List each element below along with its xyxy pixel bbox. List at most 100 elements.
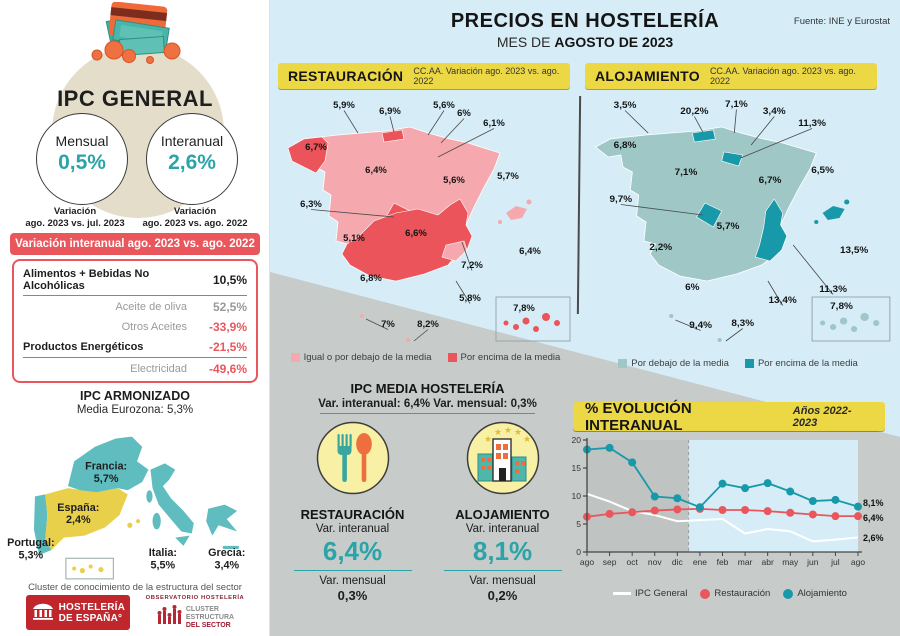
- ipc-yearly-caption: Variación ago. 2023 vs. ago. 2022: [142, 206, 248, 229]
- y-tick-label: 15: [572, 463, 582, 473]
- ipc-yearly-value: 2,6%: [168, 151, 216, 174]
- country-label: Italia:: [149, 547, 177, 559]
- ipc-yearly-circle: Interanual 2,6%: [146, 113, 238, 205]
- row-label: Electricidad: [130, 363, 187, 376]
- label-pointer-line: [740, 128, 813, 159]
- region-above-average: [754, 198, 788, 262]
- data-point: [808, 510, 817, 519]
- month-label: abr: [762, 557, 774, 567]
- observatorio-label: OBSERVATORIO HOSTELERÍA: [145, 595, 245, 601]
- balearic-islands: [822, 206, 845, 220]
- data-point: [763, 507, 772, 516]
- end-value-label: 2,6%: [863, 533, 884, 543]
- row-label: Aceite de oliva: [115, 301, 187, 314]
- country-value: 3,4%: [214, 560, 239, 572]
- label-pointer-line: [620, 204, 703, 216]
- month-label: jun: [806, 557, 819, 567]
- table-row: Otros Aceites -33,9%: [23, 319, 247, 335]
- chart-legend-item: Alojamiento: [783, 588, 847, 599]
- legend-swatch: [290, 353, 300, 362]
- month-label: may: [782, 557, 799, 567]
- row-value: -33,9%: [208, 319, 247, 334]
- region-value-label: 7,1%: [725, 99, 748, 110]
- restauracion-header: RESTAURACIÓN CC.AA. Variación ago. 2023 …: [278, 63, 570, 89]
- summary-subtitle: Var. interanual: 6,4% Var. mensual: 0,3%: [318, 398, 537, 410]
- legend-line-sample: [613, 592, 632, 595]
- ipc-general-title: IPC GENERAL: [57, 86, 213, 111]
- country-label: Grecia:: [208, 547, 245, 559]
- legend-label: Por encima de la media: [757, 358, 858, 369]
- summary-var-value: 6,4%: [322, 536, 383, 566]
- france-shape: [67, 436, 149, 493]
- cluster-label: CLUSTER ESTRUCTURA DEL SECTOR: [185, 605, 235, 629]
- cluster-caption: Cluster de conocimiento de la estructura…: [28, 582, 242, 593]
- y-tick-label: 20: [572, 435, 582, 445]
- alojamiento-map: 3,5% 20,2% 7,1% 3,4% 11,3% 6,8% 7,1% 6,7% 6,5% 9,…: [594, 99, 891, 342]
- canary-island: [819, 320, 826, 326]
- chart-legend: IPC General Restauración Alojamiento: [565, 588, 895, 599]
- canary-island: [839, 317, 848, 325]
- ipc-monthly-caption: Variación ago. 2023 vs. jul. 2023: [25, 206, 125, 229]
- data-point: [605, 509, 614, 518]
- y-tick-label: 5: [576, 519, 581, 529]
- spain-shape: [45, 488, 128, 550]
- label-pointer-line: [792, 244, 834, 295]
- end-value-label: 8,1%: [863, 498, 884, 508]
- region-value-label: 6,8%: [614, 140, 637, 151]
- ipc-monthly-circle: Mensual 0,5%: [36, 113, 128, 205]
- greece-shape: [206, 504, 238, 536]
- data-point: [808, 497, 817, 506]
- legend-label: Igual o por debajo de la media: [303, 352, 432, 363]
- ipc-armonizado-subtitle: Media Eurozona: 5,3%: [76, 404, 194, 416]
- label-pointer-line: [365, 318, 389, 330]
- region-value-label: 6,7%: [759, 175, 782, 186]
- month-label: mar: [738, 557, 753, 567]
- summary-monthly-label: Var. mensual: [319, 575, 386, 587]
- cutlery-icon: [315, 420, 391, 501]
- label-pointer-line: [733, 109, 737, 134]
- label-pointer-line: [750, 116, 775, 146]
- region-value-label: 7,8%: [830, 301, 853, 312]
- region-value-label: 3,4%: [763, 106, 786, 117]
- region-value-label: 5,9%: [333, 100, 355, 111]
- pillars-icon: [32, 600, 54, 625]
- data-point: [718, 506, 727, 514]
- country-value: 5,5%: [151, 560, 176, 572]
- legend-item: Por debajo de la media: [618, 358, 729, 369]
- summary-divider: [443, 570, 562, 571]
- maps-divider: [576, 95, 581, 315]
- table-row: Productos Energéticos -21,5%: [23, 339, 247, 358]
- table-row: Alimentos + Bebidas No Alcohólicas 10,5%: [23, 267, 247, 296]
- variation-table: Alimentos + Bebidas No Alcohólicas 10,5% A…: [12, 259, 258, 383]
- footer-logos: HOSTELERÍA DE ESPAÑA° OBSERVATORIO HOSTE…: [0, 595, 270, 630]
- canary-island: [542, 313, 550, 321]
- sidebar: IPC GENERAL Mensual 0,5% Interanual 2,6%…: [0, 0, 270, 636]
- region-below-average: [441, 240, 468, 262]
- region-value-label: 13,4%: [769, 295, 798, 306]
- region-value-label: 6,4%: [365, 165, 387, 176]
- region-value-label: 5,7%: [497, 171, 519, 182]
- label-pointer-line: [343, 110, 359, 134]
- legend-item: Por encima de la media: [447, 352, 560, 363]
- canary-island: [533, 326, 539, 332]
- month-label: ago: [580, 557, 594, 567]
- canary-island: [860, 313, 869, 321]
- region-value-label: 11,3%: [819, 284, 847, 295]
- region-value-label: 8,2%: [417, 319, 439, 330]
- summary-monthly-value: 0,3%: [337, 588, 368, 603]
- region-value-label: 6%: [457, 108, 471, 119]
- label-pointer-line: [767, 280, 784, 306]
- month-label: ene: [693, 557, 707, 567]
- data-point: [673, 494, 682, 503]
- legend-dot: [700, 588, 711, 599]
- row-value: -49,6%: [208, 362, 247, 377]
- legend-label: Restauración: [714, 588, 771, 599]
- portugal-shape: [33, 494, 52, 556]
- restauracion-legend: Igual o por debajo de la media Por encima…: [278, 352, 573, 363]
- label-pointer-line: [461, 241, 473, 271]
- data-point: [786, 508, 795, 517]
- y-tick-label: 10: [572, 491, 582, 501]
- data-point: [628, 458, 637, 467]
- ipc-monthly-label: Mensual: [55, 133, 109, 149]
